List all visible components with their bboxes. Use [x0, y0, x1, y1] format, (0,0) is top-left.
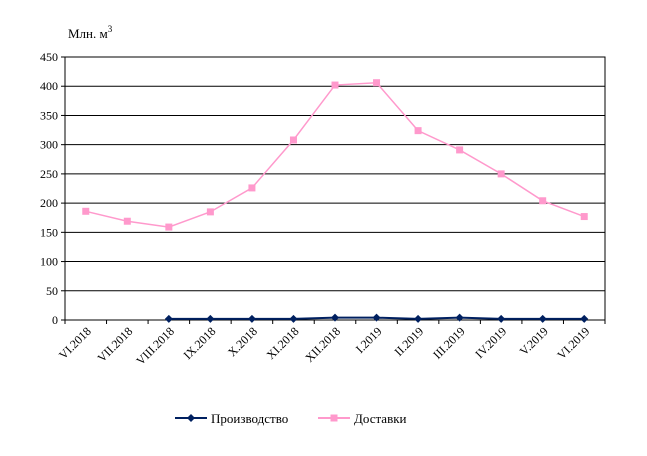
diamond-marker-icon — [187, 414, 195, 422]
legend-item: Производство — [175, 411, 288, 426]
series-production — [164, 313, 589, 323]
x-tick-label: II.2019 — [392, 324, 427, 359]
data-point — [455, 313, 464, 322]
data-point — [164, 314, 173, 323]
x-tick-label: III.2019 — [430, 324, 467, 361]
y-tick-label: 450 — [40, 50, 58, 64]
data-point — [206, 314, 215, 323]
data-point — [497, 170, 505, 178]
x-tick-label: X.2018 — [225, 324, 260, 359]
x-tick-label: I.2019 — [353, 324, 385, 356]
data-point — [331, 81, 339, 89]
y-axis-label: Млн. м3 — [68, 24, 113, 41]
data-point — [497, 314, 506, 323]
data-point — [248, 184, 256, 192]
legend-label: Доставки — [354, 411, 407, 426]
y-tick-label: 50 — [46, 284, 58, 298]
data-point — [206, 208, 214, 216]
x-tick-label: VIII.2018 — [133, 324, 177, 368]
data-point — [289, 136, 297, 144]
x-tick-label: XI.2018 — [264, 324, 302, 362]
series-line — [85, 81, 585, 228]
y-tick-label: 100 — [40, 255, 58, 269]
legend-item: Доставки — [318, 411, 407, 426]
x-tick-label: VI.2018 — [56, 324, 94, 362]
data-point — [289, 314, 298, 323]
y-tick-label: 0 — [52, 313, 58, 327]
data-point — [331, 313, 339, 322]
x-tick-label: XII.2018 — [302, 324, 343, 365]
data-point — [372, 313, 381, 322]
square-marker-icon — [330, 414, 338, 422]
y-tick-label: 200 — [40, 196, 58, 210]
data-point — [414, 127, 422, 135]
x-tick-label: VI.2019 — [554, 324, 592, 362]
data-point — [373, 79, 381, 87]
y-tick-label: 150 — [40, 225, 58, 239]
data-point — [580, 314, 589, 323]
data-point — [165, 223, 173, 231]
data-point — [539, 197, 547, 205]
data-point — [247, 314, 256, 323]
data-point — [123, 217, 131, 225]
y-tick-label: 300 — [40, 138, 58, 152]
data-point — [456, 146, 464, 154]
data-point — [414, 314, 423, 323]
y-tick-label: 250 — [40, 167, 58, 181]
data-point — [538, 314, 547, 323]
y-tick-label: 350 — [40, 108, 58, 122]
data-point — [580, 213, 588, 221]
legend-label: Производство — [211, 411, 288, 426]
x-tick-label: VII.2018 — [95, 324, 136, 365]
series-deliveries — [82, 79, 588, 231]
y-tick-label: 400 — [40, 79, 58, 93]
data-point — [82, 207, 90, 215]
x-tick-label: IV.2019 — [472, 324, 509, 361]
x-tick-label: IX.2018 — [181, 324, 219, 362]
x-tick-label: V.2019 — [517, 324, 551, 358]
